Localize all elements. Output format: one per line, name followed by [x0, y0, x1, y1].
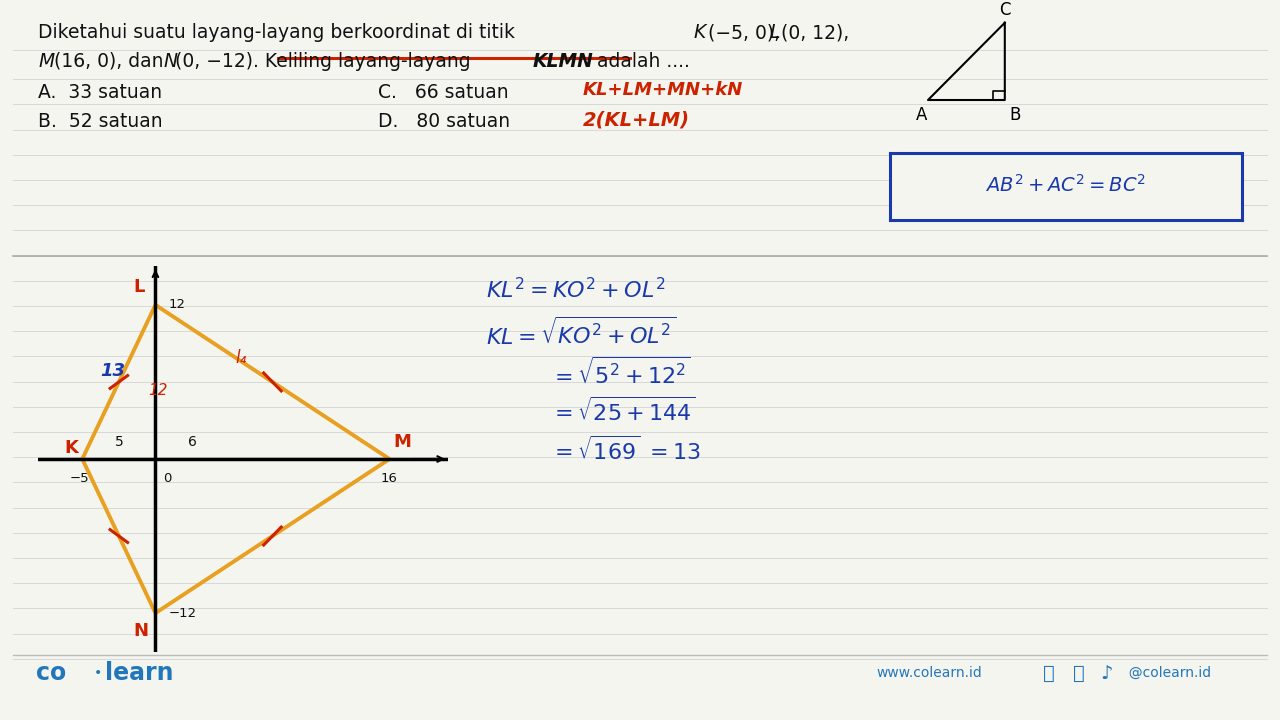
Text: 2(KL+LM): 2(KL+LM)	[582, 110, 690, 129]
Text: $= \sqrt{5^2+12^2}$: $= \sqrt{5^2+12^2}$	[550, 356, 691, 388]
Text: ⧆: ⧆	[1043, 664, 1055, 683]
Text: @colearn.id: @colearn.id	[1120, 666, 1211, 680]
Text: 16: 16	[381, 472, 398, 485]
Text: 12: 12	[148, 383, 168, 397]
Text: l₄: l₄	[236, 348, 247, 366]
Text: $= \sqrt{169}\ =13$: $= \sqrt{169}\ =13$	[550, 436, 701, 464]
Text: M: M	[394, 433, 412, 451]
Text: K: K	[65, 438, 78, 456]
Text: −5: −5	[69, 472, 90, 485]
Text: co: co	[36, 661, 67, 685]
Text: A: A	[916, 107, 927, 125]
Text: Diketahui suatu layang-layang berkoordinat di titik: Diketahui suatu layang-layang berkoordin…	[38, 23, 521, 42]
Text: −12: −12	[169, 606, 197, 620]
Text: $= \sqrt{25+144}$: $= \sqrt{25+144}$	[550, 396, 696, 425]
Text: C: C	[1000, 1, 1010, 19]
Text: •: •	[93, 666, 101, 680]
Text: ♪: ♪	[1101, 664, 1114, 683]
Text: B.  52 satuan: B. 52 satuan	[38, 112, 163, 130]
Text: 12: 12	[169, 298, 186, 312]
Text: $AB^2 + AC^2 = BC^2$: $AB^2 + AC^2 = BC^2$	[986, 174, 1146, 196]
Text: KL+LM+MN+kN: KL+LM+MN+kN	[582, 81, 742, 99]
Text: L: L	[769, 23, 780, 42]
Text: adalah ....: adalah ....	[591, 52, 690, 71]
Text: $KL^2 = KO^2+OL^2$: $KL^2 = KO^2+OL^2$	[486, 277, 666, 302]
Text: ⧄: ⧄	[1073, 664, 1084, 683]
Text: D.   80 satuan: D. 80 satuan	[378, 112, 509, 130]
Text: K: K	[694, 23, 707, 42]
Text: $KL = \sqrt{KO^2+OL^2}$: $KL = \sqrt{KO^2+OL^2}$	[486, 317, 676, 349]
Text: KLMN: KLMN	[532, 52, 594, 71]
Text: C.   66 satuan: C. 66 satuan	[378, 83, 508, 102]
Text: M: M	[38, 52, 55, 71]
Text: N: N	[133, 622, 148, 640]
Text: 13: 13	[100, 361, 125, 379]
Text: L: L	[133, 278, 145, 296]
Text: (0, 12),: (0, 12),	[781, 23, 849, 42]
Text: N: N	[164, 52, 178, 71]
Text: 6: 6	[188, 435, 196, 449]
Text: (−5, 0),: (−5, 0),	[708, 23, 786, 42]
Text: A.  33 satuan: A. 33 satuan	[38, 83, 163, 102]
Text: www.colearn.id: www.colearn.id	[877, 666, 983, 680]
Text: (0, −12). Keliling layang-layang: (0, −12). Keliling layang-layang	[175, 52, 477, 71]
Text: (16, 0), dan: (16, 0), dan	[54, 52, 169, 71]
Text: B: B	[1010, 107, 1020, 125]
Text: learn: learn	[105, 661, 174, 685]
Text: 0: 0	[163, 472, 172, 485]
Text: 5: 5	[114, 435, 123, 449]
